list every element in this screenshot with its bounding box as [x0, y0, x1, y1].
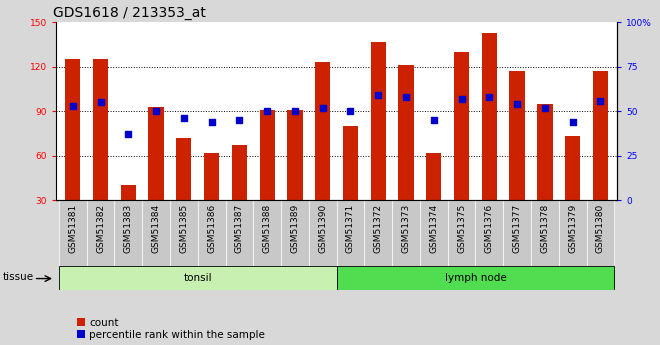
Point	[512, 101, 523, 107]
Bar	[531, 200, 559, 266]
Point	[123, 131, 133, 137]
Point	[150, 108, 161, 114]
Bar	[364, 200, 392, 266]
Text: GSM51375: GSM51375	[457, 203, 466, 253]
Point	[290, 108, 300, 114]
Bar	[337, 266, 614, 290]
Bar	[420, 200, 447, 266]
Text: GSM51383: GSM51383	[124, 203, 133, 253]
Point	[568, 119, 578, 125]
Text: GSM51385: GSM51385	[180, 203, 188, 253]
Text: GDS1618 / 213353_at: GDS1618 / 213353_at	[53, 6, 206, 20]
Text: GSM51379: GSM51379	[568, 203, 577, 253]
Text: tissue: tissue	[3, 272, 34, 282]
Bar	[121, 185, 136, 200]
Point	[484, 94, 494, 100]
Bar	[259, 110, 275, 200]
Text: GSM51389: GSM51389	[290, 203, 300, 253]
Text: GSM51390: GSM51390	[318, 203, 327, 253]
Bar	[454, 52, 469, 200]
Bar	[337, 200, 364, 266]
Bar	[309, 200, 337, 266]
Point	[373, 92, 383, 98]
Point	[179, 116, 189, 121]
Bar	[148, 107, 164, 200]
Bar	[565, 136, 580, 200]
Text: GSM51378: GSM51378	[541, 203, 549, 253]
Point	[401, 94, 411, 100]
Bar	[170, 200, 198, 266]
Text: GSM51384: GSM51384	[152, 203, 160, 253]
Point	[595, 98, 606, 104]
Point	[456, 96, 467, 101]
Bar	[281, 200, 309, 266]
Text: GSM51376: GSM51376	[485, 203, 494, 253]
Text: GSM51387: GSM51387	[235, 203, 244, 253]
Bar	[253, 200, 281, 266]
Bar	[392, 200, 420, 266]
Bar	[426, 153, 442, 200]
Point	[67, 103, 78, 109]
Bar	[59, 266, 337, 290]
Text: GSM51374: GSM51374	[429, 203, 438, 253]
Bar	[587, 200, 614, 266]
Text: GSM51372: GSM51372	[374, 203, 383, 253]
Text: tonsil: tonsil	[183, 273, 212, 283]
Text: lymph node: lymph node	[445, 273, 506, 283]
Bar	[447, 200, 475, 266]
Bar	[475, 200, 503, 266]
Text: GSM51381: GSM51381	[68, 203, 77, 253]
Bar	[559, 200, 587, 266]
Point	[207, 119, 217, 125]
Bar	[204, 153, 219, 200]
Text: GSM51382: GSM51382	[96, 203, 105, 253]
Point	[317, 105, 328, 110]
Bar	[593, 71, 608, 200]
Point	[540, 105, 550, 110]
Bar	[65, 59, 81, 200]
Text: GSM51388: GSM51388	[263, 203, 272, 253]
Point	[95, 100, 106, 105]
Bar	[343, 126, 358, 200]
Bar	[537, 104, 552, 200]
Bar	[86, 200, 114, 266]
Text: GSM51377: GSM51377	[513, 203, 521, 253]
Text: GSM51380: GSM51380	[596, 203, 605, 253]
Bar	[232, 145, 247, 200]
Bar	[399, 65, 414, 200]
Bar	[371, 42, 386, 200]
Bar	[510, 71, 525, 200]
Bar	[142, 200, 170, 266]
Bar	[482, 33, 497, 200]
Text: GSM51371: GSM51371	[346, 203, 355, 253]
Point	[262, 108, 273, 114]
Bar	[287, 110, 302, 200]
Bar	[198, 200, 226, 266]
Text: GSM51386: GSM51386	[207, 203, 216, 253]
Bar	[176, 138, 191, 200]
Bar	[59, 200, 86, 266]
Text: GSM51373: GSM51373	[401, 203, 411, 253]
Point	[234, 117, 245, 123]
Bar	[503, 200, 531, 266]
Bar	[226, 200, 253, 266]
Bar	[315, 62, 331, 200]
Legend: count, percentile rank within the sample: count, percentile rank within the sample	[77, 318, 265, 340]
Bar	[114, 200, 142, 266]
Point	[428, 117, 439, 123]
Point	[345, 108, 356, 114]
Bar	[93, 59, 108, 200]
